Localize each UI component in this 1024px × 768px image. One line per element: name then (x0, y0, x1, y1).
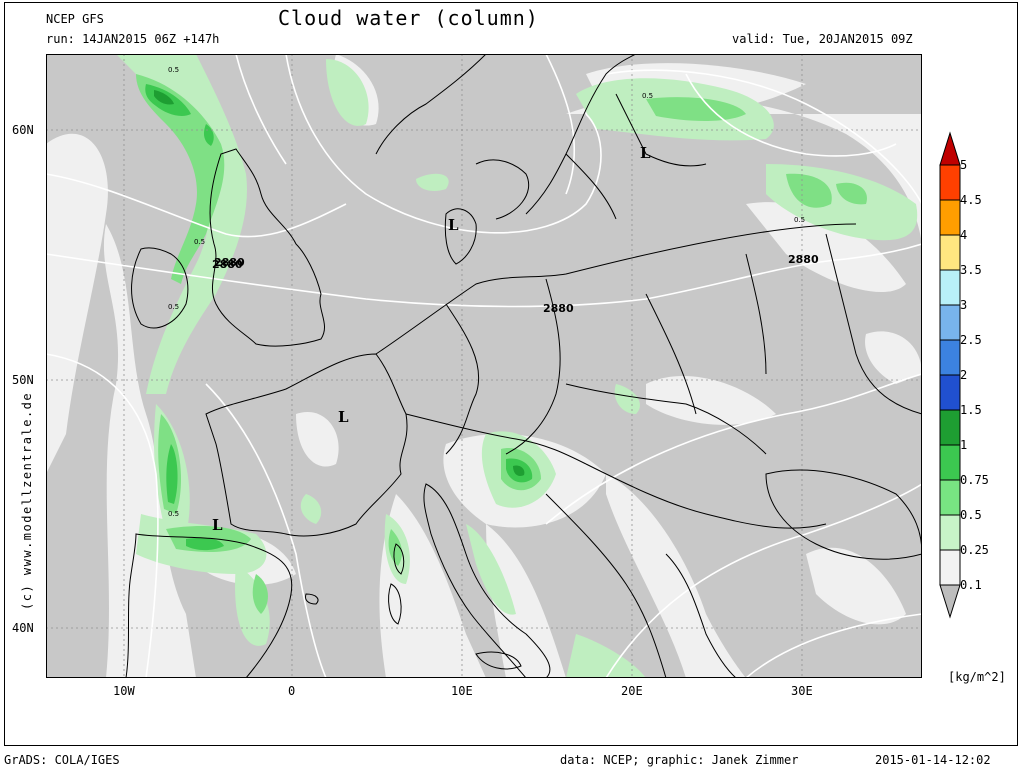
colorbar-swatch (939, 374, 961, 411)
colorbar-swatch (939, 444, 961, 481)
colorbar-swatch (939, 164, 961, 201)
contour-label-small: 0.5 (642, 92, 653, 100)
colorbar-swatch (939, 304, 961, 341)
lon-tick-10w: 10W (113, 684, 135, 698)
cloud-regions-1 (154, 90, 525, 476)
chart-title: Cloud water (column) (278, 6, 539, 30)
colorbar-label: 0.1 (960, 578, 982, 592)
contour-label-2880: 2880 (214, 256, 245, 269)
colorbar-swatch (939, 514, 961, 551)
model-name: NCEP GFS (46, 12, 104, 26)
low-pressure-marker: L (338, 408, 349, 426)
colorbar-swatch (939, 199, 961, 236)
colorbar-label: 1.5 (960, 403, 982, 417)
lat-tick-60n: 60N (12, 123, 34, 137)
contour-label-2880: 2880 (788, 253, 819, 266)
weather-map: 2880 2880 2880 2880 0.5 0.5 0.5 0.5 0.5 … (46, 54, 922, 678)
colorbar-label: 1 (960, 438, 968, 452)
colorbar-swatch (939, 234, 961, 271)
lat-tick-40n: 40N (12, 621, 34, 635)
contour-label-small: 0.5 (168, 510, 179, 518)
colorbar-swatch (939, 479, 961, 516)
run-info: run: 14JAN2015 06Z +147h (46, 32, 220, 46)
contour-label-2880: 2880 (212, 258, 243, 271)
colorbar-label: 3.5 (960, 263, 982, 277)
low-pressure-marker: L (448, 216, 459, 234)
pressure-lows: L L L L (212, 144, 651, 534)
low-pressure-marker: L (212, 516, 223, 534)
lon-tick-30e: 30E (791, 684, 813, 698)
colorbar-units: [kg/m^2] (948, 670, 1006, 684)
contour-label-small: 0.5 (194, 238, 205, 246)
lon-tick-20e: 20E (621, 684, 643, 698)
contour-label-small: 0.5 (794, 216, 805, 224)
colorbar-max-triangle (939, 131, 961, 166)
coastlines-borders (125, 54, 922, 678)
contour-label-2880: 2880 (543, 302, 574, 315)
colorbar-label: 4 (960, 228, 968, 242)
colorbar-label: 5 (960, 158, 968, 172)
colorbar-label: 0.5 (960, 508, 982, 522)
footer-software: GrADS: COLA/IGES (4, 753, 120, 767)
colorbar-label: 2.5 (960, 333, 982, 347)
valid-time: valid: Tue, 20JAN2015 09Z (732, 32, 913, 46)
colorbar-swatch (939, 549, 961, 586)
height-labels: 2880 2880 2880 2880 (212, 253, 819, 315)
colorbar (939, 131, 961, 619)
lon-tick-0: 0 (288, 684, 296, 698)
footer-credits: data: NCEP; graphic: Janek Zimmer (560, 753, 799, 767)
lat-tick-50n: 50N (12, 373, 34, 387)
low-pressure-marker: L (640, 144, 651, 162)
colorbar-swatch (939, 409, 961, 446)
contour-label-small: 0.5 (168, 303, 179, 311)
lon-tick-10e: 10E (451, 684, 473, 698)
map-border (46, 54, 922, 678)
cloud-contour-labels: 0.5 0.5 0.5 0.5 0.5 0.5 (168, 66, 805, 518)
colorbar-swatch (939, 339, 961, 376)
colorbar-swatch (939, 269, 961, 306)
figure-frame (4, 2, 1018, 746)
graticule (46, 54, 922, 678)
colorbar-label: 4.5 (960, 193, 982, 207)
colorbar-label: 0.25 (960, 543, 989, 557)
copyright-text: (c) www.modellzentrale.de (20, 391, 34, 610)
colorbar-label: 2 (960, 368, 968, 382)
footer-timestamp: 2015-01-14-12:02 (875, 753, 991, 767)
colorbar-label: 3 (960, 298, 968, 312)
contour-label-small: 0.5 (168, 66, 179, 74)
colorbar-min-triangle (939, 584, 961, 619)
colorbar-label: 0.75 (960, 473, 989, 487)
geopotential-contours (46, 54, 922, 678)
